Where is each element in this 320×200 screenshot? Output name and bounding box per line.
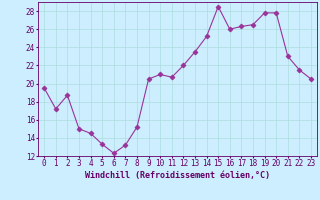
X-axis label: Windchill (Refroidissement éolien,°C): Windchill (Refroidissement éolien,°C) xyxy=(85,171,270,180)
